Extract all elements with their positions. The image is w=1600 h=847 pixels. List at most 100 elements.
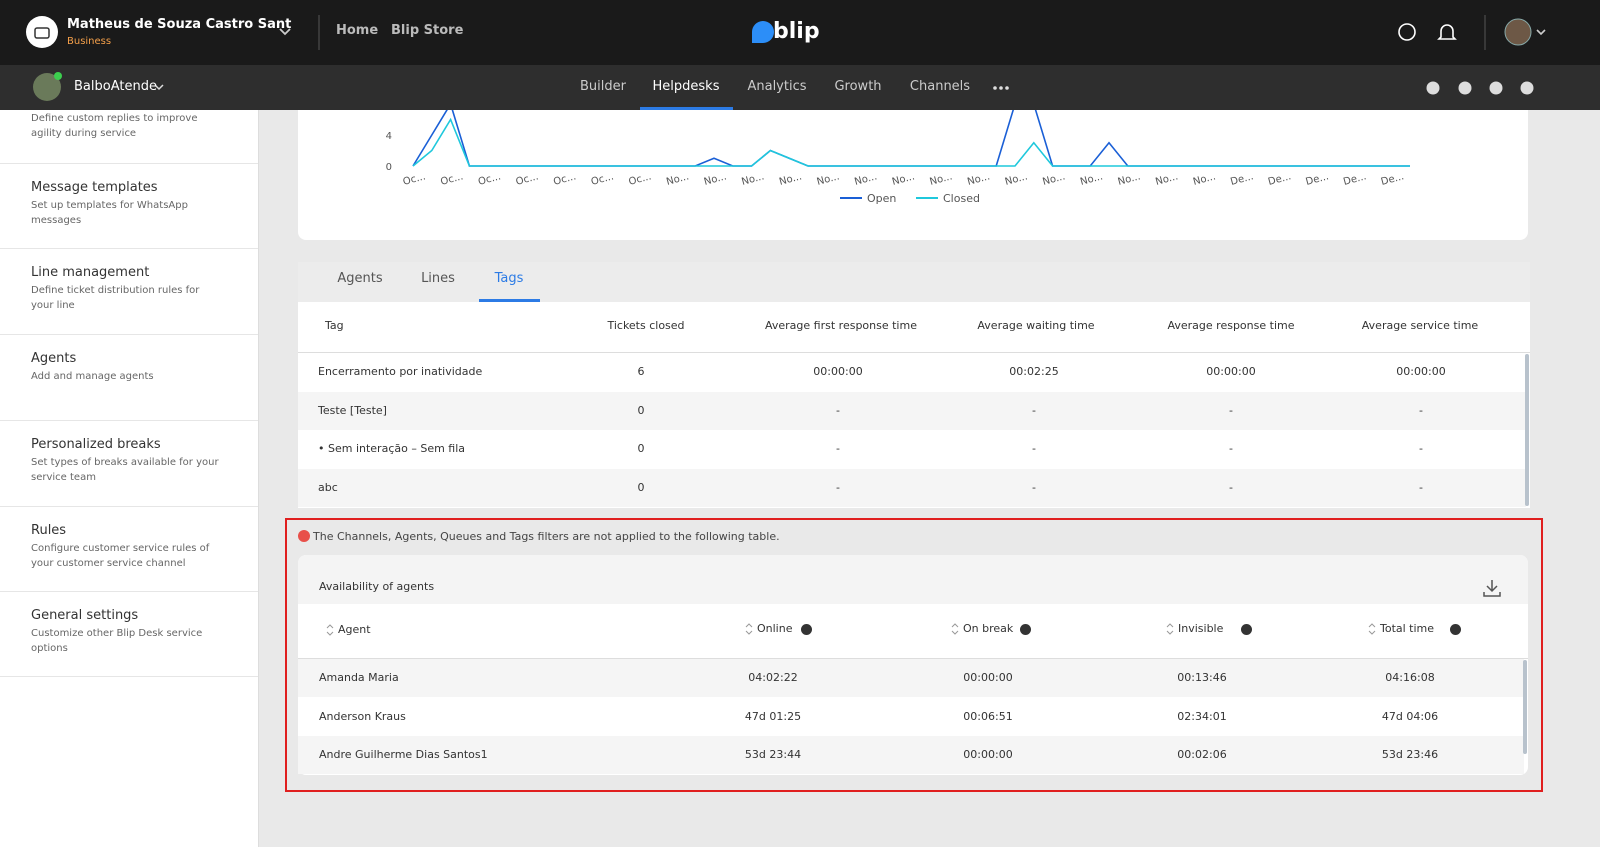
x-tick-label: No... [1041, 171, 1066, 188]
x-tick-label: No... [1079, 171, 1104, 188]
nav-link[interactable]: Blip Store [391, 23, 471, 39]
table-cell: 0 [566, 403, 716, 419]
more-dot [993, 86, 997, 90]
bell-icon [1439, 25, 1455, 39]
table-cell: 04:02:22 [698, 670, 848, 686]
table-cell: 00:00:00 [1346, 364, 1496, 380]
table-cell: 0 [566, 441, 716, 457]
x-tick-label: No... [891, 171, 916, 188]
table-cell: 00:00:00 [1156, 364, 1306, 380]
sort-icon [952, 624, 958, 634]
top-bar: Matheus de Souza Castro SantBusinessHome… [0, 0, 1600, 65]
tool-icon [1459, 82, 1472, 95]
table-cell: - [1346, 480, 1496, 496]
x-tick-label: Oc... [590, 171, 615, 188]
header-divider [298, 352, 1530, 353]
table-tab[interactable]: Tags [469, 271, 549, 287]
info-dot [1450, 624, 1461, 635]
table-cell: 00:06:51 [913, 709, 1063, 725]
sidebar-item[interactable]: General settingsCustomize other Blip Des… [0, 591, 258, 676]
sort-arrows[interactable] [1368, 622, 1376, 636]
account-icon [26, 16, 58, 48]
column-header: Average first response time [746, 318, 936, 334]
table-tab[interactable]: Lines [398, 271, 478, 287]
sidebar-item-title: Line management [31, 265, 241, 281]
download-button[interactable] [1482, 578, 1502, 598]
table-cell: - [763, 403, 913, 419]
nav-bar: BalboAtendeBuilderHelpdesksAnalyticsGrow… [0, 65, 1600, 110]
column-header[interactable]: Total time [1380, 621, 1500, 637]
column-header: Average waiting time [941, 318, 1131, 334]
sidebar-item[interactable]: Line managementDefine ticket distributio… [0, 248, 258, 333]
x-tick-label: De... [1342, 171, 1367, 188]
table-cell: - [959, 403, 1109, 419]
sort-arrows[interactable] [745, 622, 753, 636]
sidebar-item[interactable]: RulesConfigure customer service rules of… [0, 506, 258, 591]
warning-icon [298, 530, 310, 542]
x-tick-label: No... [966, 171, 991, 188]
column-header: Average service time [1325, 318, 1515, 334]
online-dot [54, 72, 62, 80]
table-cell: Teste [Teste] [318, 403, 568, 419]
table-cell: 0 [566, 480, 716, 496]
sidebar-item[interactable]: Personalized breaksSet types of breaks a… [0, 420, 258, 505]
column-header[interactable]: Agent [338, 622, 458, 638]
x-tick-label: No... [1192, 171, 1217, 188]
legend-label: Closed [943, 192, 980, 205]
x-tick-label: Oc... [402, 171, 427, 188]
sidebar-item[interactable]: Define custom replies to improve agility… [0, 110, 258, 162]
table-cell: - [763, 441, 913, 457]
table-cell: 47d 01:25 [698, 709, 848, 725]
x-tick-label: De... [1305, 171, 1330, 188]
table-cell: • Sem interação – Sem fila [318, 441, 568, 457]
sidebar-item-title: Personalized breaks [31, 437, 241, 453]
table-cell: 53d 23:44 [698, 747, 848, 763]
sort-arrows[interactable] [1166, 622, 1174, 636]
x-tick-label: Oc... [552, 171, 577, 188]
legend-label: Open [867, 192, 896, 205]
nav-link[interactable]: Home [336, 23, 396, 39]
x-tick-label: Oc... [477, 171, 502, 188]
more-dot [1005, 86, 1009, 90]
warning-dot [298, 530, 310, 542]
more-dot [999, 86, 1003, 90]
sort-arrows[interactable] [951, 622, 959, 636]
tool-icon [1427, 82, 1440, 95]
x-tick-label: No... [665, 171, 690, 188]
x-tick-label: No... [929, 171, 954, 188]
logo-bubble [752, 21, 774, 43]
table-cell: - [763, 480, 913, 496]
nav-tab[interactable]: Helpdesks [636, 79, 736, 95]
table-tab[interactable]: Agents [320, 271, 400, 287]
x-tick-label: De... [1380, 171, 1405, 188]
column-header: Average response time [1136, 318, 1326, 334]
nav-tab[interactable]: Channels [890, 79, 990, 95]
logo-text: blip [773, 24, 833, 40]
sidebar-item-description: Customize other Blip Desk service option… [31, 626, 221, 656]
tool-icon [1490, 82, 1503, 95]
table-cell: Andre Guilherme Dias Santos1 [319, 747, 619, 763]
sidebar: Define custom replies to improve agility… [0, 110, 259, 847]
x-tick-label: No... [703, 171, 728, 188]
x-tick-label: No... [740, 171, 765, 188]
x-tick-label: Oc... [515, 171, 540, 188]
column-header: Tickets closed [551, 318, 741, 334]
sidebar-item-title: Rules [31, 523, 241, 539]
table-cell: 02:34:01 [1127, 709, 1277, 725]
card-title: Availability of agents [319, 579, 619, 595]
x-tick-label: No... [853, 171, 878, 188]
sort-arrows[interactable] [326, 623, 334, 637]
x-tick-label: Oc... [439, 171, 464, 188]
sort-icon [746, 624, 752, 634]
filter-notice: The Channels, Agents, Queues and Tags fi… [313, 529, 1013, 545]
column-header[interactable]: Online [757, 621, 877, 637]
sidebar-item[interactable]: AgentsAdd and manage agents [0, 334, 258, 419]
bot-name[interactable]: BalboAtende [74, 79, 164, 95]
table-cell: Anderson Kraus [319, 709, 619, 725]
sidebar-item[interactable]: Message templatesSet up templates for Wh… [0, 163, 258, 248]
table-cell: - [1156, 441, 1306, 457]
x-tick-label: No... [778, 171, 803, 188]
column-header[interactable]: Invisible [1178, 621, 1298, 637]
x-tick-label: Oc... [628, 171, 653, 188]
